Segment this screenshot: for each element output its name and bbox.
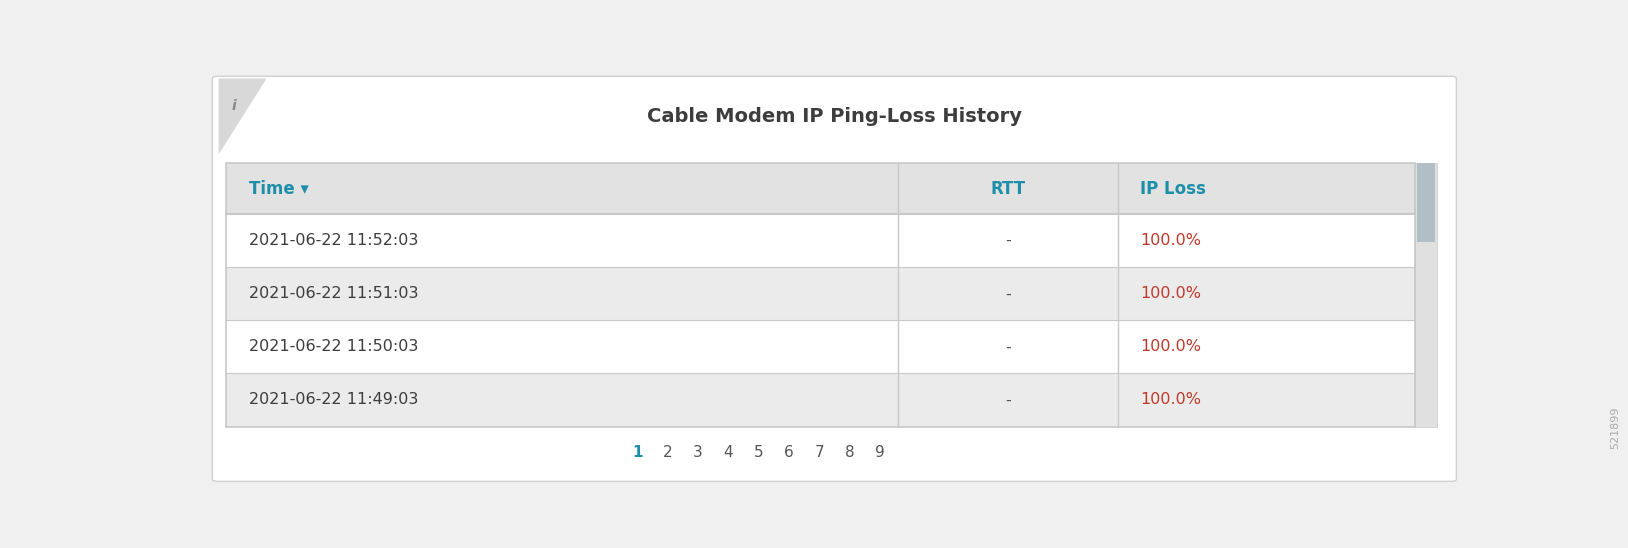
- Polygon shape: [218, 78, 267, 155]
- Text: 2: 2: [663, 445, 672, 460]
- Text: 521899: 521899: [1610, 407, 1620, 449]
- Bar: [226, 214, 1415, 267]
- Text: 100.0%: 100.0%: [1140, 339, 1201, 355]
- Text: 1: 1: [632, 445, 643, 460]
- Text: -: -: [1004, 392, 1011, 408]
- Text: 3: 3: [694, 445, 703, 460]
- Text: 9: 9: [874, 445, 884, 460]
- Bar: [226, 321, 1415, 373]
- Text: 8: 8: [845, 445, 855, 460]
- Text: 2021-06-22 11:50:03: 2021-06-22 11:50:03: [249, 339, 418, 355]
- FancyBboxPatch shape: [212, 76, 1457, 481]
- Text: 2021-06-22 11:49:03: 2021-06-22 11:49:03: [249, 392, 418, 408]
- Text: IP Loss: IP Loss: [1140, 180, 1206, 197]
- Bar: [226, 163, 1415, 426]
- Text: -: -: [1004, 233, 1011, 248]
- Text: 5: 5: [754, 445, 764, 460]
- Text: 100.0%: 100.0%: [1140, 233, 1201, 248]
- Bar: [226, 267, 1415, 321]
- Text: 7: 7: [814, 445, 824, 460]
- Bar: [226, 163, 1415, 214]
- Text: -: -: [1004, 287, 1011, 301]
- Text: 4: 4: [723, 445, 733, 460]
- Bar: [1415, 163, 1438, 426]
- Text: i: i: [231, 99, 236, 113]
- Text: 6: 6: [785, 445, 794, 460]
- Text: 100.0%: 100.0%: [1140, 392, 1201, 408]
- Text: 2021-06-22 11:52:03: 2021-06-22 11:52:03: [249, 233, 418, 248]
- Text: Cable Modem IP Ping-Loss History: Cable Modem IP Ping-Loss History: [646, 107, 1022, 126]
- Text: Time ▾: Time ▾: [249, 180, 309, 197]
- Bar: [226, 373, 1415, 426]
- Bar: [1418, 163, 1434, 242]
- Text: 100.0%: 100.0%: [1140, 287, 1201, 301]
- Text: -: -: [1004, 339, 1011, 355]
- Text: 2021-06-22 11:51:03: 2021-06-22 11:51:03: [249, 287, 418, 301]
- Text: RTT: RTT: [990, 180, 1026, 197]
